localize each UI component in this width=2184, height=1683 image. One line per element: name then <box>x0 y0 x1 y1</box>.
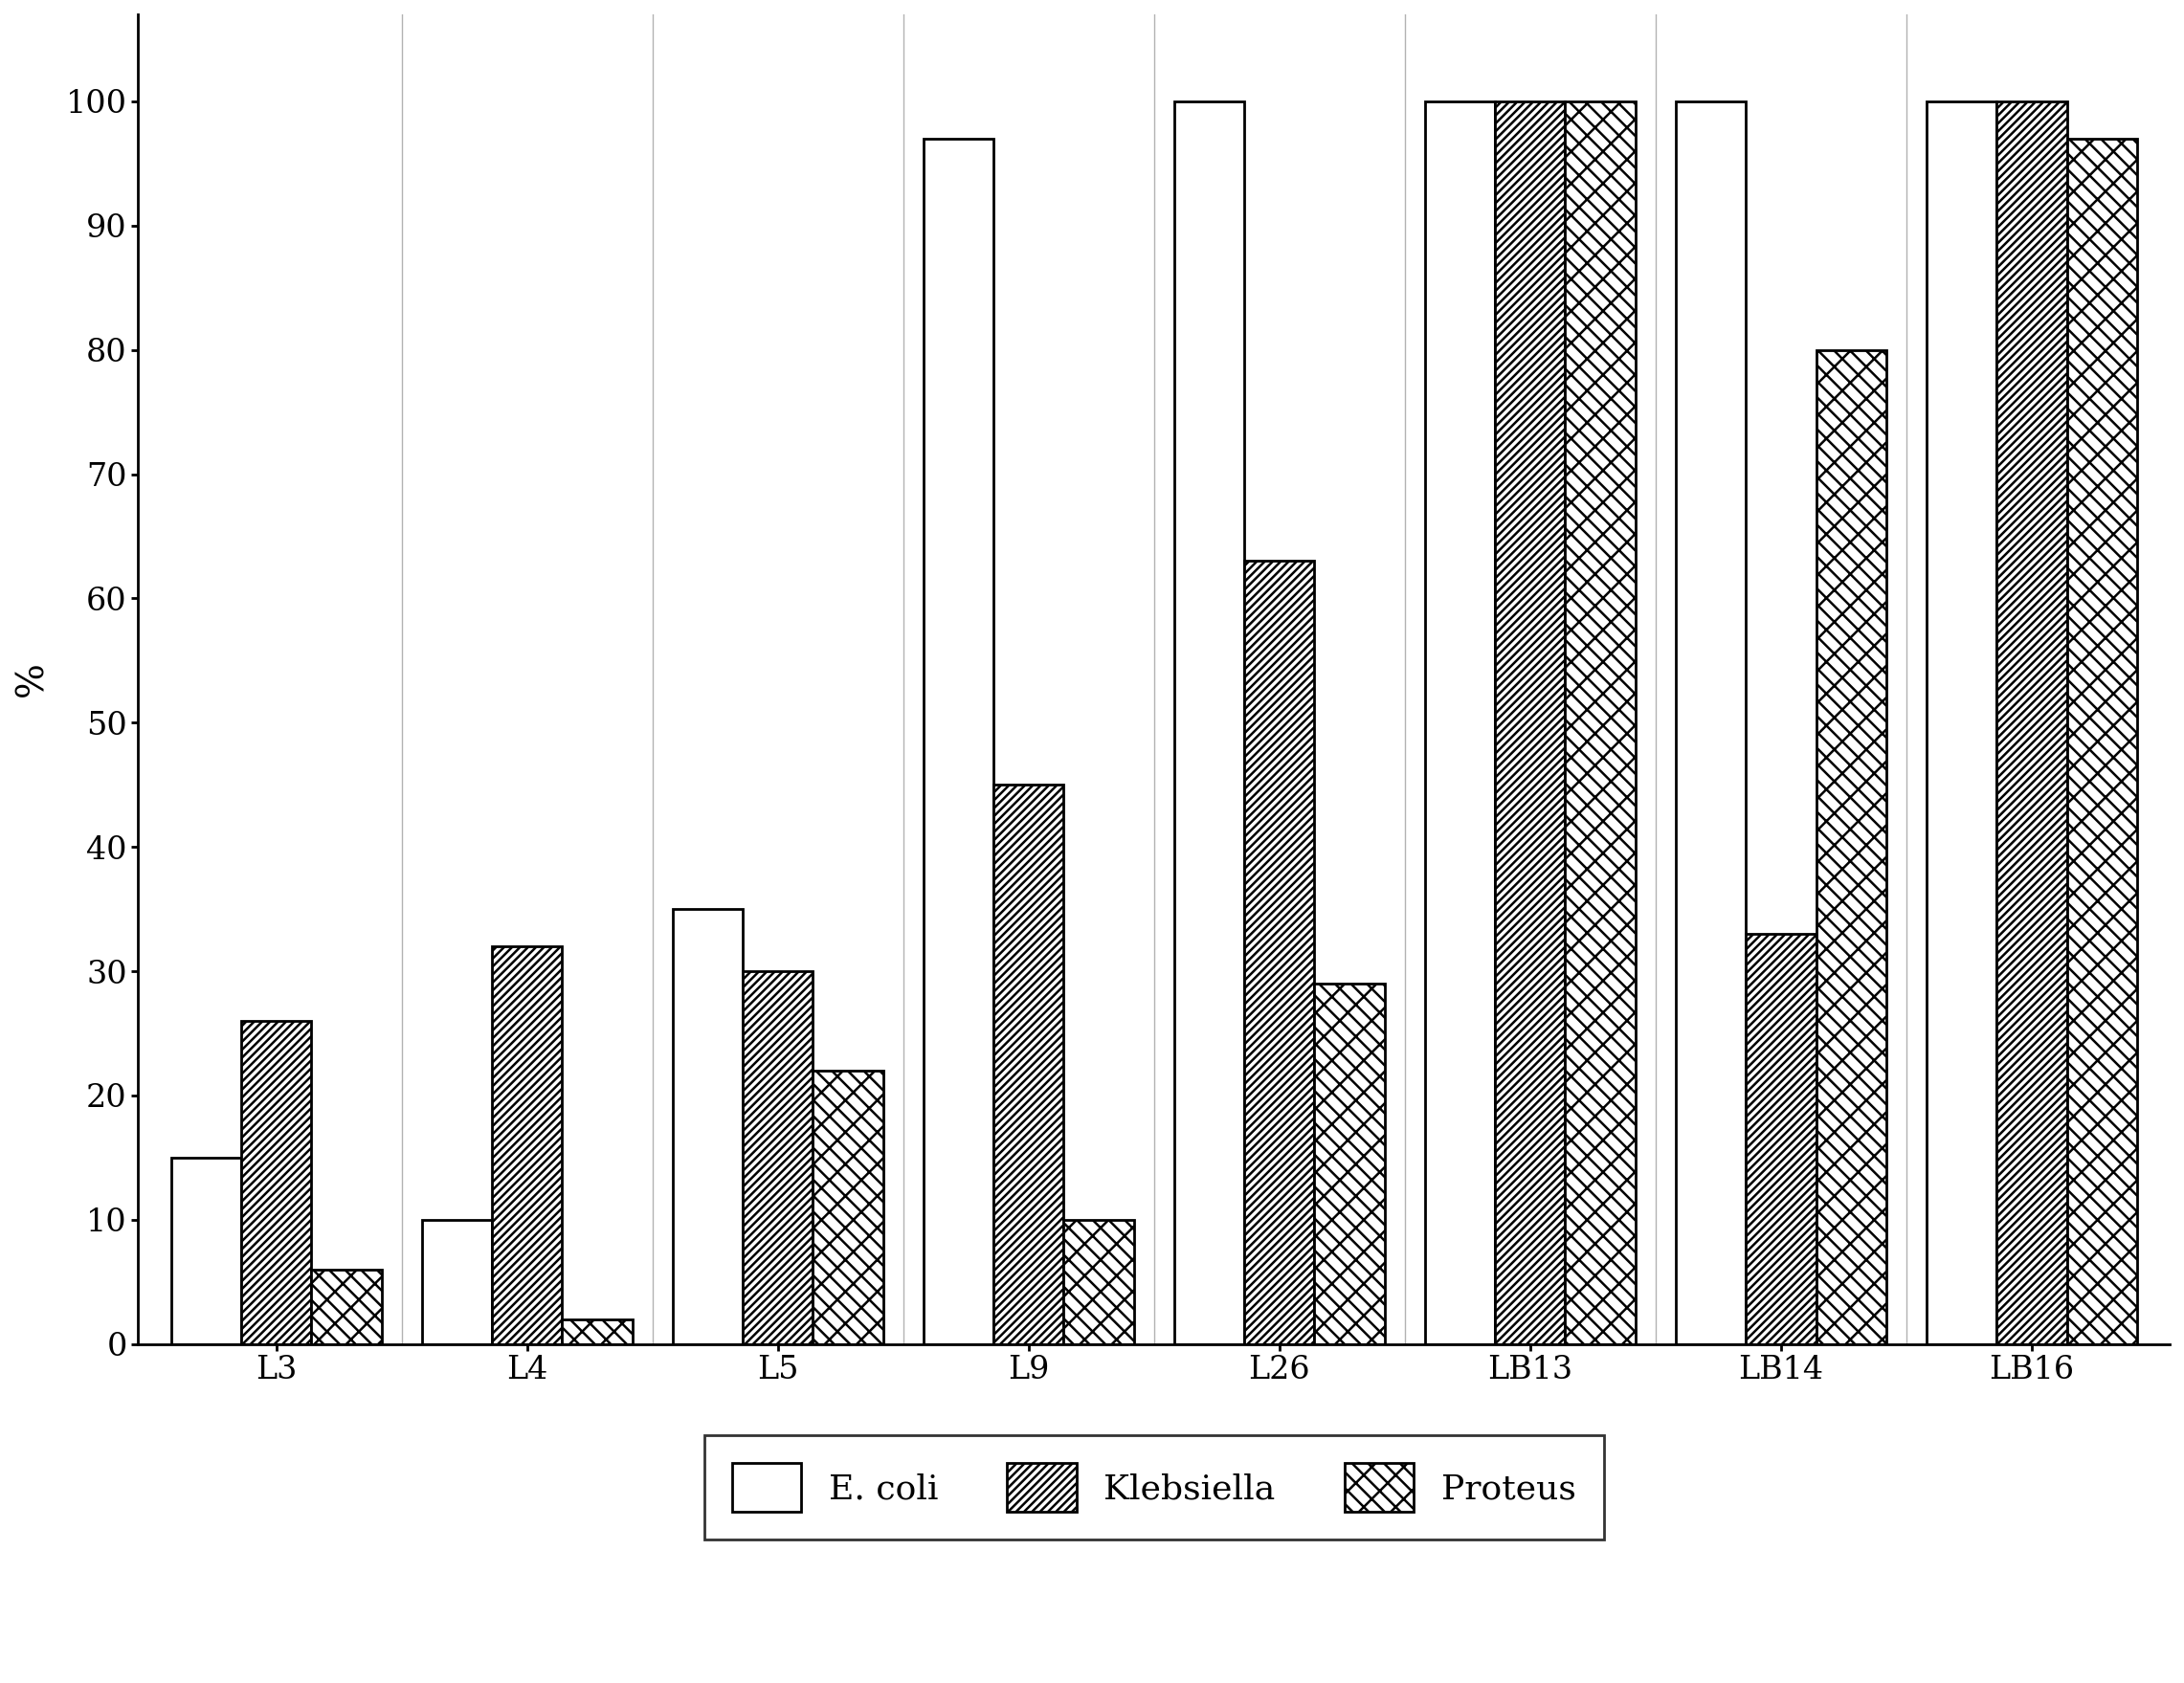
Bar <box>240 1022 312 1345</box>
Bar <box>994 784 1064 1345</box>
Y-axis label: %: % <box>15 661 50 697</box>
Bar <box>1424 101 1496 1345</box>
Bar <box>924 138 994 1345</box>
Bar <box>1315 983 1385 1345</box>
Bar <box>1175 101 1245 1345</box>
Bar <box>1675 101 1745 1345</box>
Bar <box>1817 350 1887 1345</box>
Bar <box>422 1220 491 1345</box>
Bar <box>812 1070 882 1345</box>
Bar <box>312 1269 382 1345</box>
Bar <box>1926 101 1996 1345</box>
Bar <box>1064 1220 1133 1345</box>
Bar <box>1245 560 1315 1345</box>
Bar <box>491 946 561 1345</box>
Bar <box>673 909 743 1345</box>
Bar <box>1745 934 1817 1345</box>
Bar <box>561 1319 633 1345</box>
Bar <box>170 1158 240 1345</box>
Legend: E. coli, Klebsiella, Proteus: E. coli, Klebsiella, Proteus <box>703 1436 1603 1540</box>
Bar <box>2066 138 2136 1345</box>
Bar <box>1996 101 2066 1345</box>
Bar <box>1496 101 1566 1345</box>
Bar <box>743 971 812 1345</box>
Bar <box>1566 101 1636 1345</box>
